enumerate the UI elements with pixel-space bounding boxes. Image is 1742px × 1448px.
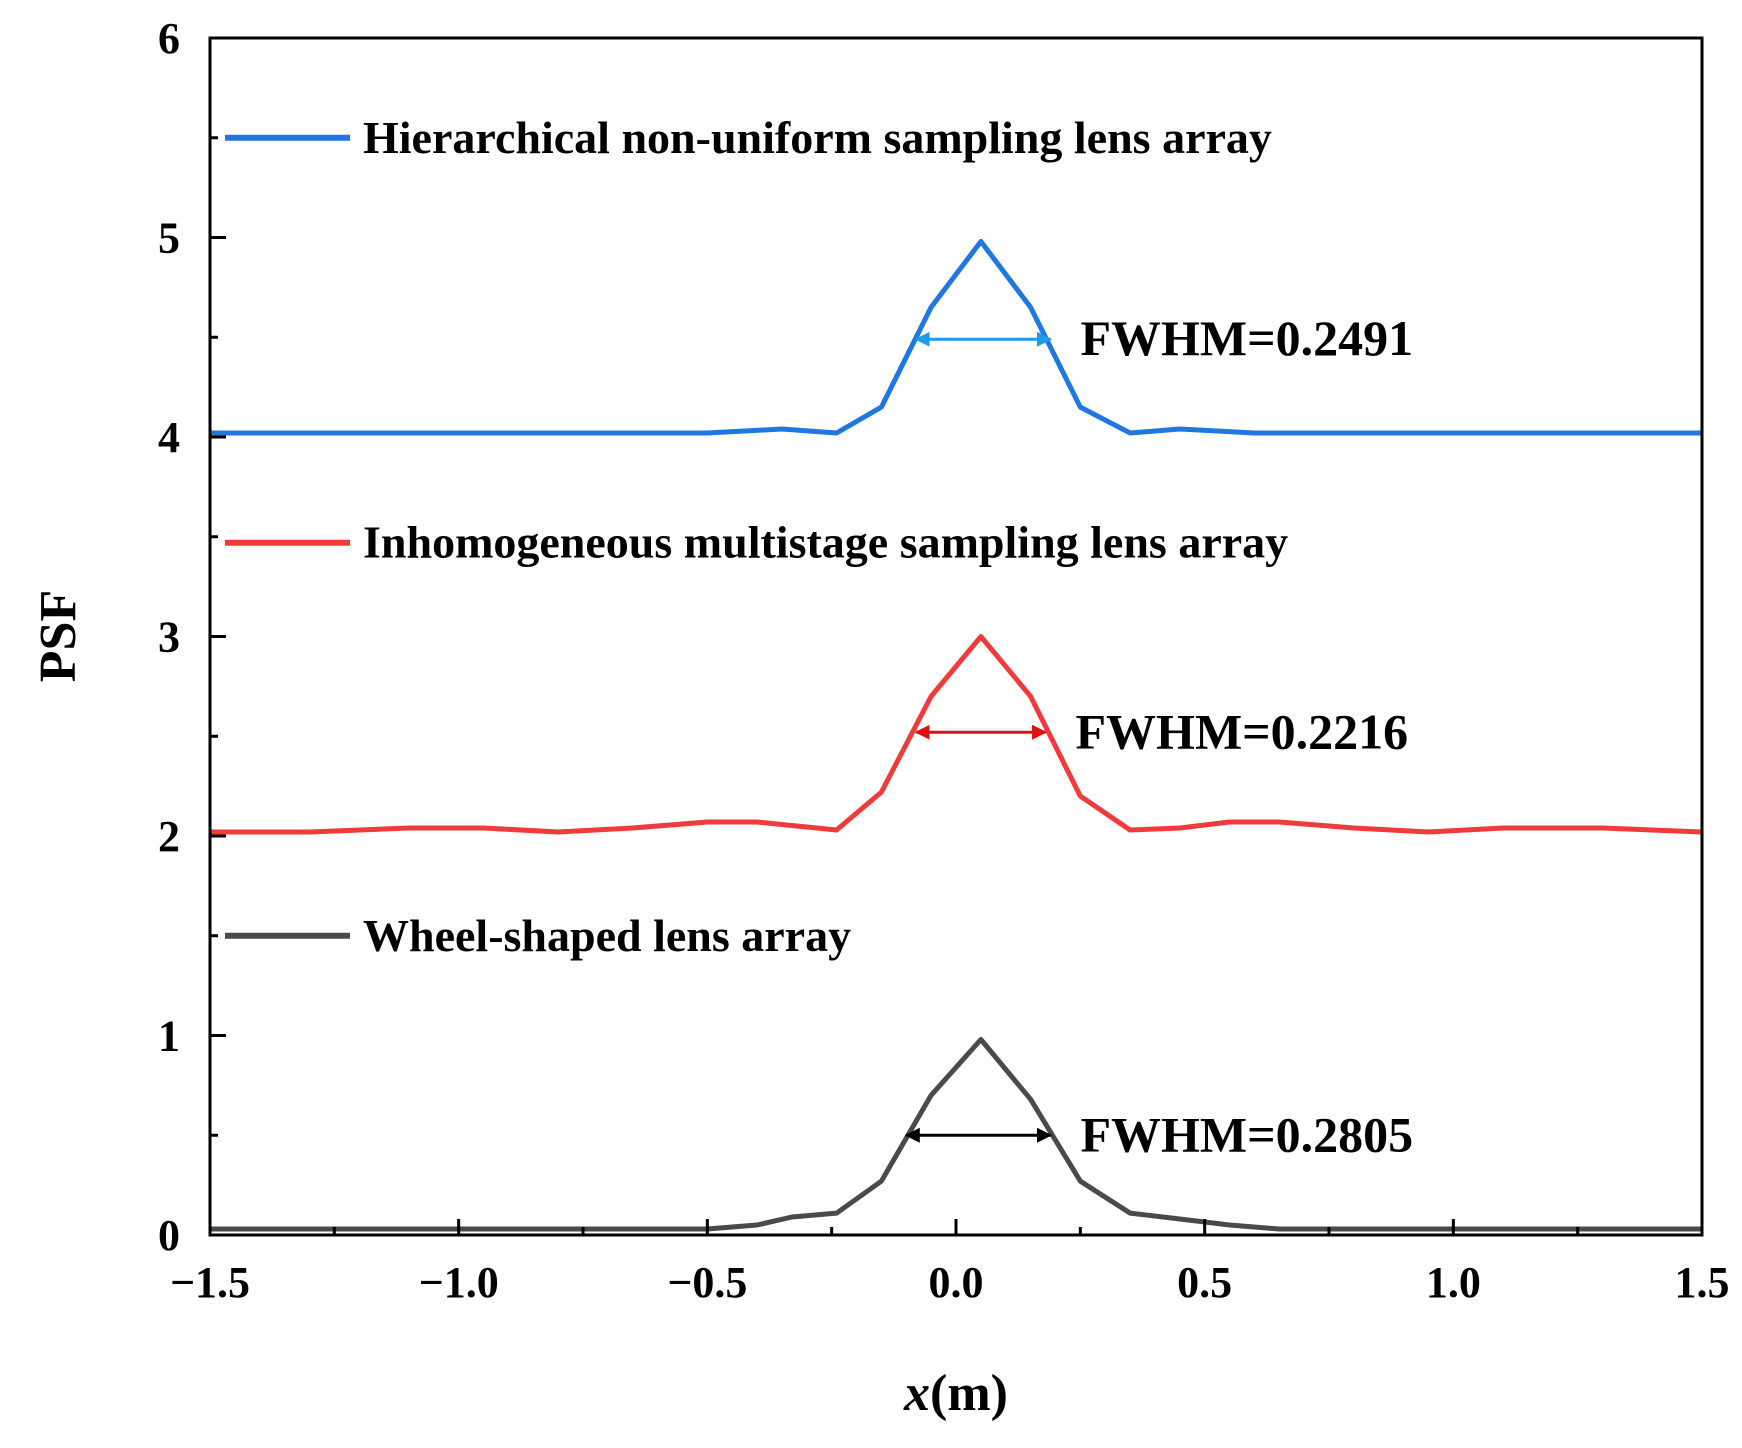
fwhm-label: FWHM=0.2805 xyxy=(1080,1106,1413,1162)
x-tick-label: −0.5 xyxy=(667,1258,747,1307)
series-layer xyxy=(210,239,1703,1232)
x-axis-title: x(m) xyxy=(903,1365,1008,1422)
y-tick-label: 1 xyxy=(158,1012,180,1061)
y-tick-label: 5 xyxy=(158,214,180,263)
plot-frame xyxy=(208,36,1704,1237)
fwhm-label: FWHM=0.2491 xyxy=(1080,310,1413,366)
y-tick-label: 6 xyxy=(158,14,180,63)
x-tick-label: 1.5 xyxy=(1675,1258,1730,1307)
legend: Hierarchical non-uniform sampling lens a… xyxy=(225,112,1288,961)
axis-ticks: −1.5 −1.0 −0.5 0.0 0.5 1.0 1.5 0 1 2 3 4 5 6 xyxy=(158,14,1730,1307)
fwhm-label: FWHM=0.2216 xyxy=(1076,703,1409,759)
legend-label: Wheel-shaped lens array xyxy=(363,910,851,961)
x-tick-label: 0.0 xyxy=(929,1258,984,1307)
series-line-inhomogeneous-multistage-sampling-lens-array xyxy=(210,634,1703,835)
legend-label: Inhomogeneous multistage sampling lens a… xyxy=(363,517,1288,568)
x-tick-label: 0.5 xyxy=(1177,1258,1232,1307)
x-tick-label: −1.0 xyxy=(419,1258,499,1307)
series-line-hierarchical-non-uniform-sampling-lens-array xyxy=(210,239,1702,436)
fwhm-annotations: FWHM=0.2491 FWHM=0.2216 FWHM=0.2805 xyxy=(904,310,1413,1162)
x-axis-unit: (m) xyxy=(930,1365,1008,1422)
x-axis-variable: x xyxy=(903,1365,930,1422)
x-tick-label: −1.5 xyxy=(170,1258,250,1307)
y-axis-title: PSF xyxy=(30,590,87,682)
y-tick-label: 2 xyxy=(158,812,180,861)
legend-label: Hierarchical non-uniform sampling lens a… xyxy=(363,112,1272,163)
y-tick-label: 0 xyxy=(158,1211,180,1260)
y-tick-label: 3 xyxy=(158,613,180,662)
x-tick-label: 1.0 xyxy=(1426,1258,1481,1307)
y-tick-label: 4 xyxy=(158,413,180,462)
